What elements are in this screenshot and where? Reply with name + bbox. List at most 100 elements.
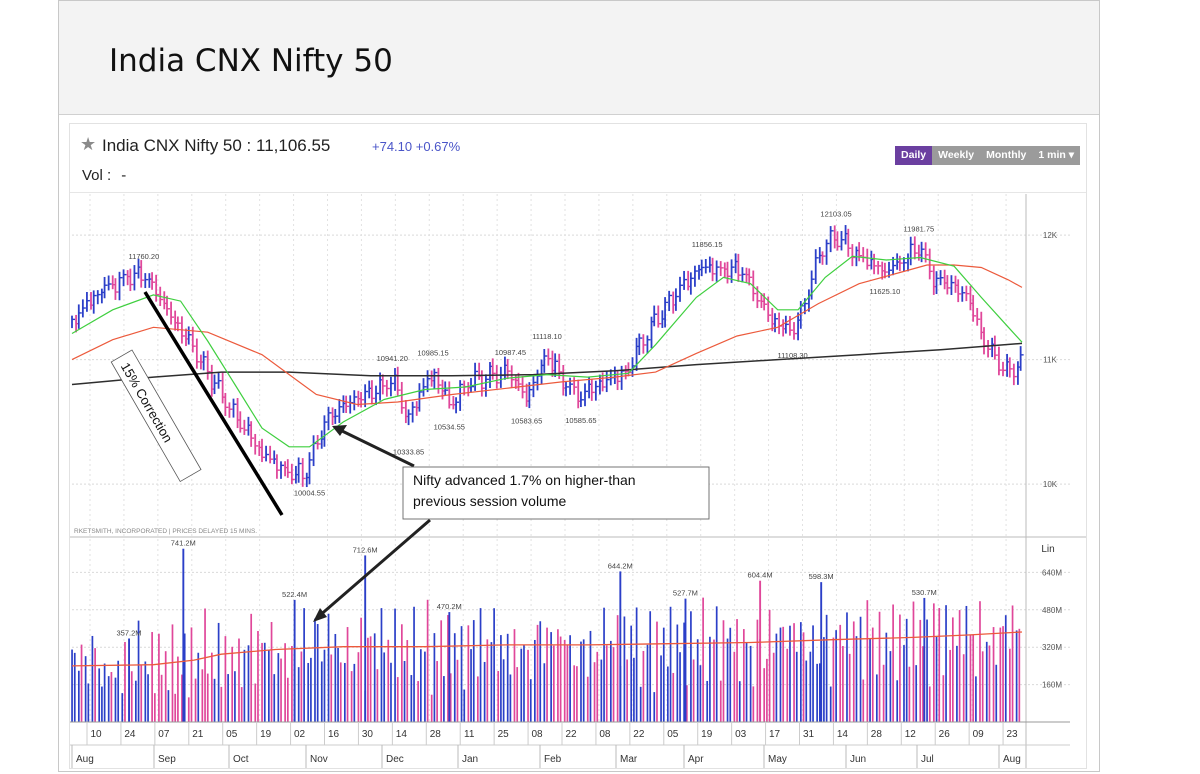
- price-data-label: 10333.85: [393, 448, 424, 457]
- volume-bar: [134, 680, 137, 722]
- volume-bar: [413, 606, 415, 722]
- volume-bar: [527, 649, 529, 722]
- volume-bar: [756, 619, 759, 722]
- volume-tick-label: 640M: [1042, 568, 1062, 577]
- volume-bar: [692, 659, 695, 722]
- volume-bar: [486, 639, 489, 722]
- volume-bar: [766, 658, 768, 722]
- x-tick-label: 25: [498, 729, 510, 740]
- volume-bar: [543, 663, 546, 722]
- volume-bar: [719, 680, 722, 722]
- volume-bar: [616, 615, 619, 722]
- volume-bar: [938, 608, 941, 722]
- volume-bar: [124, 641, 126, 722]
- volume-bar: [240, 687, 243, 722]
- volume-bar: [646, 644, 649, 722]
- volume-bar: [685, 685, 688, 722]
- volume-bar: [536, 624, 539, 722]
- volume-bar: [346, 627, 349, 722]
- volume-bar: [722, 620, 725, 722]
- volume-bar: [467, 625, 470, 722]
- volume-bar: [254, 683, 257, 722]
- star-icon[interactable]: ★: [80, 134, 97, 154]
- volume-bar: [483, 661, 486, 722]
- volume-bar: [443, 676, 445, 722]
- volume-bar: [593, 662, 596, 722]
- volume-bar: [835, 630, 837, 722]
- volume-bar: [263, 642, 266, 722]
- x-tick-label: 22: [565, 729, 577, 740]
- volume-bar: [988, 645, 991, 722]
- volume-bar: [642, 650, 645, 722]
- volume-bar: [589, 630, 592, 722]
- volume-bar: [177, 656, 179, 722]
- period-intraday-dropdown[interactable]: 1 min ▾: [1038, 149, 1074, 161]
- chart-panel: ★ India CNX Nifty 50 : 11,106.55 +74.10 …: [69, 123, 1087, 769]
- volume-bar: [533, 639, 536, 722]
- volume-bar: [470, 649, 472, 722]
- volume-tick-label: 480M: [1042, 606, 1062, 615]
- period-weekly-button[interactable]: Weekly: [938, 149, 975, 161]
- volume-bar: [605, 645, 608, 722]
- volume-bar: [896, 680, 899, 722]
- x-tick-label: 14: [396, 729, 408, 740]
- vol-label: Vol :: [82, 167, 112, 184]
- volume-bar: [1015, 630, 1018, 722]
- period-monthly-button[interactable]: Monthly: [986, 149, 1027, 161]
- volume-bar: [529, 679, 532, 722]
- volume-bar: [882, 664, 885, 722]
- volume-spike-bar: [759, 580, 762, 722]
- volume-bar: [749, 645, 752, 722]
- volume-bar: [167, 690, 170, 722]
- volume-bar: [912, 601, 915, 722]
- volume-bar: [419, 649, 422, 722]
- volume-bar: [635, 607, 638, 722]
- volume-bar: [772, 652, 775, 722]
- volume-bar: [500, 635, 502, 722]
- volume-bar: [829, 686, 832, 722]
- x-tick-label: 21: [192, 729, 204, 740]
- volume-bar: [1018, 628, 1021, 722]
- volume-bar: [736, 619, 738, 722]
- x-tick-label: 03: [735, 729, 747, 740]
- volume-bar: [353, 663, 356, 722]
- volume-bar: [403, 660, 406, 722]
- volume-scale-label: Lin: [1041, 544, 1054, 555]
- x-tick-label: 19: [701, 729, 713, 740]
- volume-bar: [158, 633, 160, 722]
- volume-bar: [277, 653, 280, 722]
- volume-bar: [257, 630, 259, 722]
- volume-bar: [609, 640, 612, 722]
- volume-bar: [520, 648, 523, 722]
- volume-bar: [110, 672, 113, 722]
- volume-bar: [369, 636, 372, 722]
- volume-bar: [373, 633, 376, 722]
- volume-bar: [396, 677, 399, 722]
- volume-bar: [472, 620, 475, 722]
- volume-spike-bar: [128, 638, 130, 722]
- volume-bar: [181, 674, 183, 722]
- volume-bar: [297, 667, 300, 722]
- volume-bar: [387, 639, 390, 722]
- volume-bar: [919, 619, 922, 722]
- volume-bar: [729, 627, 732, 722]
- volume-bar: [666, 666, 669, 722]
- volume-spike-bar: [619, 571, 622, 722]
- volume-bar: [147, 674, 149, 722]
- volume-bar: [669, 606, 672, 722]
- volume-bar: [908, 666, 911, 722]
- volume-bar: [905, 618, 908, 722]
- price-data-label: 11856.15: [692, 240, 723, 249]
- x-tick-label: 07: [158, 729, 170, 740]
- volume-bar: [463, 689, 466, 722]
- volume-bar: [875, 674, 878, 722]
- volume-bar: [795, 651, 798, 722]
- volume-bar: [460, 626, 463, 722]
- volume-bar: [84, 656, 87, 722]
- volume-bar: [580, 641, 582, 722]
- volume-bar: [130, 671, 133, 722]
- period-daily-button[interactable]: Daily: [895, 146, 933, 165]
- volume-bar: [802, 632, 805, 722]
- volume-bar: [323, 649, 326, 722]
- correction-trendline: [143, 291, 284, 516]
